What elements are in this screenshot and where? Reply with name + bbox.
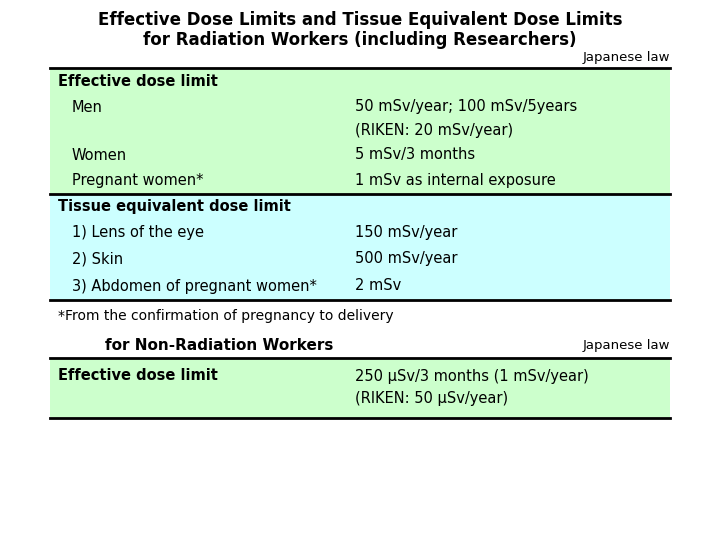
Text: *From the confirmation of pregnancy to delivery: *From the confirmation of pregnancy to d…	[58, 309, 394, 323]
Text: 3) Abdomen of pregnant women*: 3) Abdomen of pregnant women*	[72, 279, 317, 294]
Text: Women: Women	[72, 147, 127, 163]
Text: 150 mSv/year: 150 mSv/year	[355, 226, 457, 240]
Text: Japanese law: Japanese law	[582, 51, 670, 64]
Text: Japanese law: Japanese law	[582, 340, 670, 353]
Bar	[50, 68, 670, 194]
Text: (RIKEN: 50 μSv/year): (RIKEN: 50 μSv/year)	[355, 390, 508, 406]
Text: 250 μSv/3 months (1 mSv/year): 250 μSv/3 months (1 mSv/year)	[355, 368, 589, 383]
Text: Effective dose limit: Effective dose limit	[58, 73, 218, 89]
Text: Pregnant women*: Pregnant women*	[72, 173, 204, 188]
Text: Men: Men	[72, 99, 103, 114]
Bar	[50, 194, 670, 300]
Text: for Radiation Workers (including Researchers): for Radiation Workers (including Researc…	[143, 31, 577, 49]
Text: Tissue equivalent dose limit: Tissue equivalent dose limit	[58, 199, 291, 214]
Text: (RIKEN: 20 mSv/year): (RIKEN: 20 mSv/year)	[355, 124, 513, 138]
Text: 1) Lens of the eye: 1) Lens of the eye	[72, 226, 204, 240]
Text: 2) Skin: 2) Skin	[72, 252, 123, 267]
Text: 50 mSv/year; 100 mSv/5years: 50 mSv/year; 100 mSv/5years	[355, 99, 577, 114]
Text: 1 mSv as internal exposure: 1 mSv as internal exposure	[355, 173, 556, 188]
Text: for Non-Radiation Workers: for Non-Radiation Workers	[105, 339, 333, 354]
Bar	[50, 358, 670, 418]
Text: 500 mSv/year: 500 mSv/year	[355, 252, 457, 267]
Text: 5 mSv/3 months: 5 mSv/3 months	[355, 147, 475, 163]
Text: 2 mSv: 2 mSv	[355, 279, 401, 294]
Text: Effective Dose Limits and Tissue Equivalent Dose Limits: Effective Dose Limits and Tissue Equival…	[98, 11, 622, 29]
Text: Effective dose limit: Effective dose limit	[58, 368, 218, 383]
